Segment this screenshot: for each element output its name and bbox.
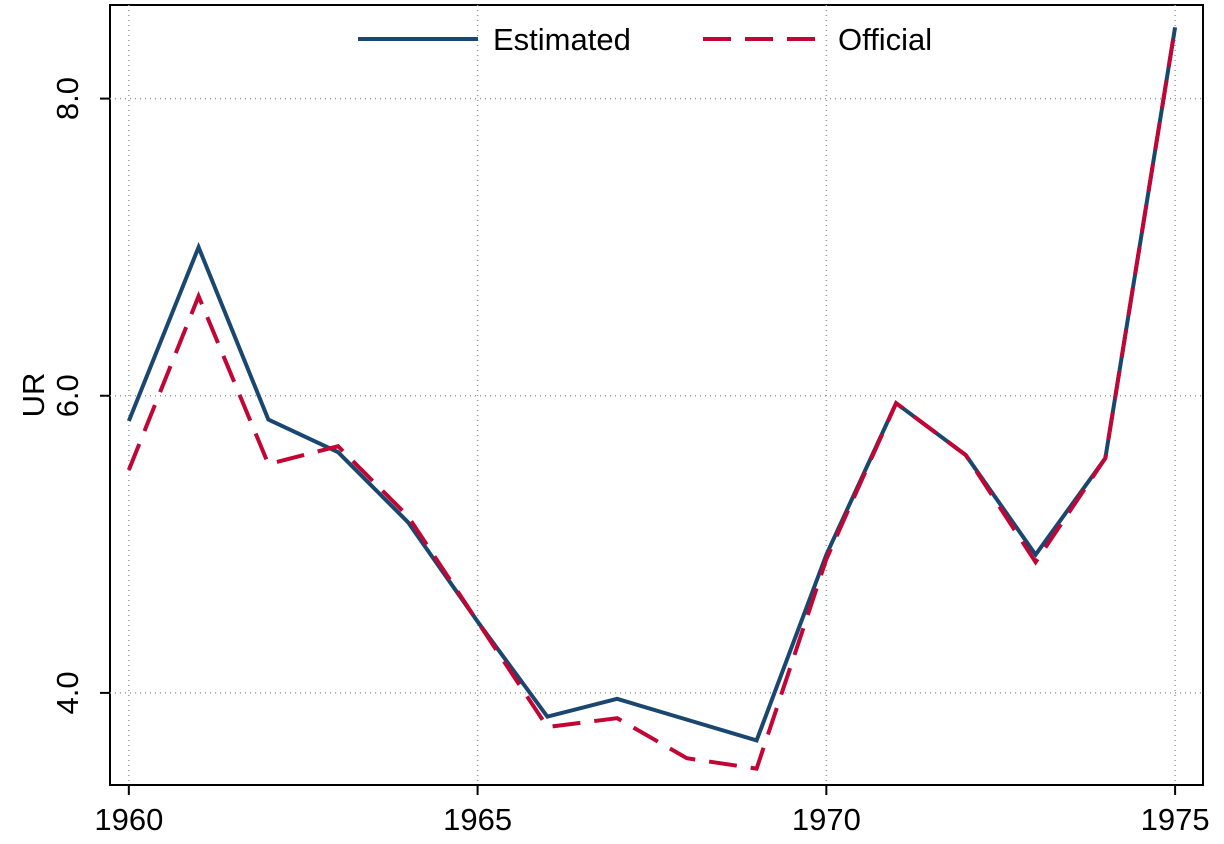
y-tick-label: 6.0 (50, 374, 85, 417)
x-tick-label: 1965 (443, 802, 512, 837)
plot-frame (109, 4, 1204, 786)
legend-label: Official (838, 22, 932, 57)
y-axis-label: UR (16, 373, 51, 418)
x-tick-label: 1975 (1141, 802, 1210, 837)
y-tick-label: 8.0 (50, 77, 85, 120)
line-series (126, 26, 1178, 743)
x-tick-label: 1960 (94, 802, 163, 837)
y-tick-label: 4.0 (50, 671, 85, 714)
x-tick-label: 1970 (792, 802, 861, 837)
legend-label: Estimated (493, 22, 631, 57)
line-series (126, 26, 1178, 771)
